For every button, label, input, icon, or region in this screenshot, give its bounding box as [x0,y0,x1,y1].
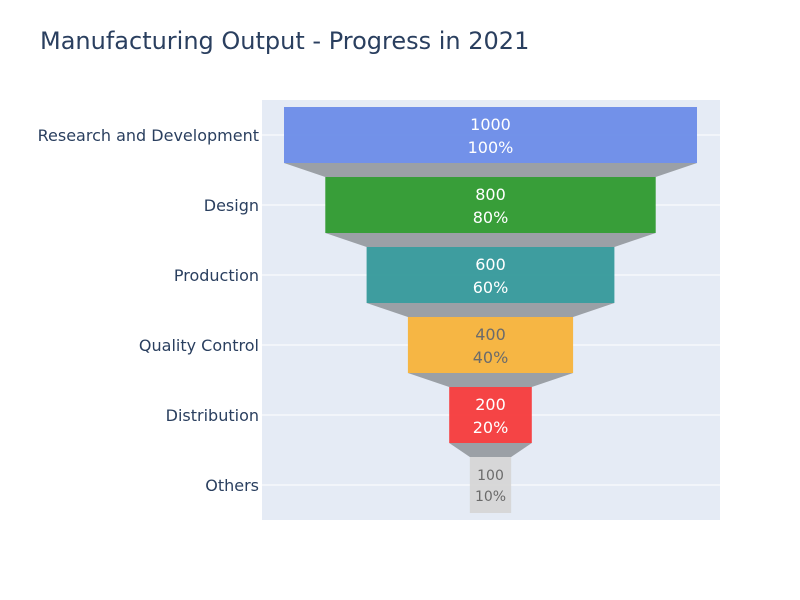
funnel-connector-production [366,303,615,317]
tick-label-research-and-development: Research and Development [38,126,259,145]
chart-title: Manufacturing Output - Progress in 2021 [40,27,530,55]
funnel-bar-distribution [449,387,532,443]
tick-label-others: Others [205,476,259,495]
value-label-design: 800 [475,185,506,204]
y-axis-tick-labels: Research and Development Design Production… [38,126,259,495]
funnel-connector-design [325,233,656,247]
funnel-bar-others [469,457,512,513]
tick-label-quality-control: Quality Control [139,336,259,355]
value-label-distribution: 200 [475,395,506,414]
value-label-production: 600 [475,255,506,274]
funnel-bars [284,107,697,513]
funnel-bar-research-and-development [284,107,697,163]
value-label-others: 100 [477,468,504,484]
funnel-connector-research-and-development [284,163,697,177]
percent-label-quality-control: 40% [473,348,509,367]
value-label-research-and-development: 1000 [470,115,511,134]
funnel-bar-quality-control [407,317,574,373]
funnel-bar-production [366,247,615,303]
percent-label-production: 60% [473,278,509,297]
tick-label-design: Design [204,196,259,215]
tick-label-production: Production [174,266,259,285]
percent-label-others: 10% [475,489,506,505]
percent-label-distribution: 20% [473,418,509,437]
funnel-connectors [284,163,697,457]
funnel-data-labels: 1000 100% 800 80% 600 60% 400 40% 200 20% 100 10% [468,115,514,505]
percent-label-research-and-development: 100% [468,138,514,157]
funnel-connector-quality-control [407,373,574,387]
percent-label-design: 80% [473,208,509,227]
funnel-bar-design [325,177,656,233]
value-label-quality-control: 400 [475,325,506,344]
funnel-connector-distribution [449,443,532,457]
tick-label-distribution: Distribution [166,406,259,425]
